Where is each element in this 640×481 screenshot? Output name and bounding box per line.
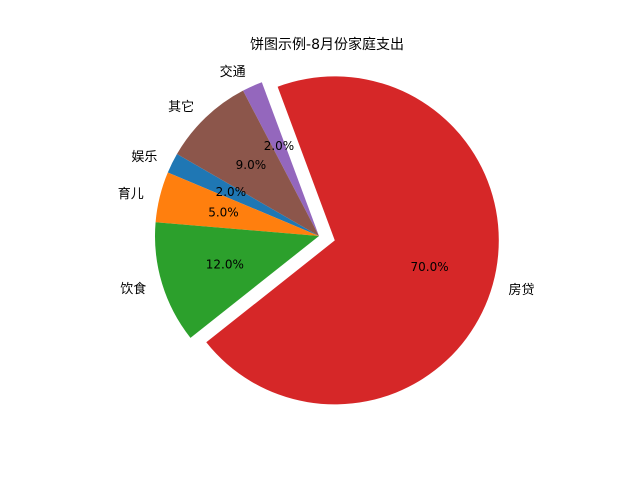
pie-slice-3	[206, 76, 499, 405]
pie-slice-2	[154, 222, 319, 338]
slice-label: 育儿	[118, 186, 144, 202]
pie-slice-4	[243, 82, 319, 236]
pct-label: 5.0%	[208, 206, 239, 220]
slice-label: 其它	[168, 99, 194, 115]
pct-label: 70.0%	[411, 260, 449, 274]
slice-label: 娱乐	[131, 150, 157, 165]
slice-label: 饮食	[120, 281, 146, 297]
slice-label: 交通	[220, 64, 246, 80]
pie-slice-1	[155, 172, 319, 236]
pct-label: 9.0%	[236, 158, 267, 172]
pie-slice-0	[167, 154, 319, 236]
pie-slice-5	[176, 90, 319, 236]
pct-label: 2.0%	[264, 139, 295, 153]
chart-title: 饼图示例-8月份家庭支出	[250, 36, 404, 53]
pct-label: 2.0%	[216, 185, 247, 199]
slice-label: 房贷	[509, 282, 535, 298]
pct-label: 12.0%	[206, 257, 244, 271]
